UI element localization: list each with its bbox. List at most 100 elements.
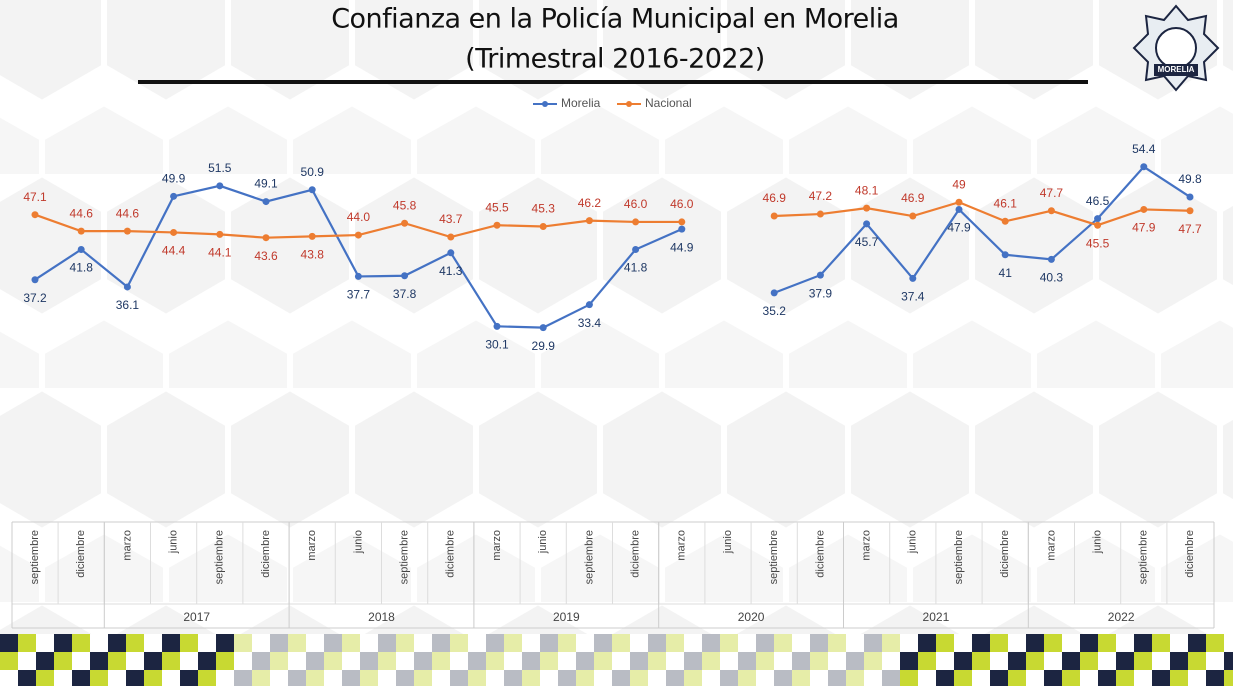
- data-label: 47.7: [1178, 222, 1202, 236]
- decor-square: [1224, 670, 1233, 686]
- data-label: 44.4: [162, 244, 186, 258]
- decor-square: [990, 634, 1008, 652]
- decor-square: [288, 670, 306, 686]
- decor-square: [792, 634, 810, 652]
- data-label: 37.2: [23, 291, 47, 305]
- series-marker: [262, 234, 270, 242]
- data-label: 43.8: [301, 248, 325, 262]
- data-label: 41: [999, 266, 1013, 280]
- data-label: 43.7: [439, 212, 463, 226]
- series-marker: [1140, 163, 1148, 171]
- decor-square: [270, 652, 288, 670]
- series-marker: [447, 249, 455, 257]
- decor-square: [540, 652, 558, 670]
- decor-square: [864, 634, 882, 652]
- data-label: 43.6: [254, 249, 278, 263]
- series-marker: [1094, 221, 1102, 229]
- decor-square: [414, 634, 432, 652]
- decor-square: [936, 652, 954, 670]
- decor-square: [900, 652, 918, 670]
- decor-square: [126, 634, 144, 652]
- x-tick-label: junio: [722, 530, 734, 554]
- decor-square: [324, 652, 342, 670]
- decor-square: [144, 670, 162, 686]
- data-label: 47.9: [1132, 221, 1156, 235]
- decor-square: [0, 634, 18, 652]
- decor-square: [252, 652, 270, 670]
- series-marker: [1001, 251, 1009, 259]
- decor-square: [666, 652, 684, 670]
- decor-square: [162, 634, 180, 652]
- series-marker: [493, 221, 501, 229]
- decor-square: [36, 652, 54, 670]
- series-marker: [77, 246, 85, 254]
- decor-square: [1188, 634, 1206, 652]
- decor-square: [900, 670, 918, 686]
- series-marker: [539, 324, 547, 332]
- series-marker: [216, 182, 224, 190]
- data-label: 41.8: [70, 261, 94, 275]
- series-marker: [1047, 207, 1055, 215]
- decor-square: [1224, 634, 1233, 652]
- legend-marker: [626, 101, 632, 107]
- decor-square: [216, 652, 234, 670]
- decor-square: [1062, 670, 1080, 686]
- series-marker: [909, 212, 917, 220]
- x-tick-label: marzo: [676, 530, 688, 561]
- decor-square: [306, 634, 324, 652]
- decor-square: [774, 670, 792, 686]
- data-label: 35.2: [763, 304, 787, 318]
- data-label: 44.9: [670, 240, 694, 254]
- decor-square: [774, 652, 792, 670]
- series-marker: [678, 225, 686, 233]
- series-marker: [1047, 255, 1055, 263]
- decor-square: [252, 634, 270, 652]
- decor-square: [648, 634, 666, 652]
- data-label: 45.5: [1086, 236, 1110, 250]
- decor-square: [522, 670, 540, 686]
- data-label: 45.3: [532, 202, 556, 216]
- decor-square: [180, 634, 198, 652]
- series-marker: [493, 322, 501, 330]
- decor-square: [108, 634, 126, 652]
- decor-square: [18, 634, 36, 652]
- decor-square: [1098, 670, 1116, 686]
- decor-square: [630, 652, 648, 670]
- year-label: 2018: [368, 610, 395, 624]
- decor-square: [558, 652, 576, 670]
- x-tick-label: septiembre: [214, 530, 226, 584]
- x-tick-label: marzo: [861, 530, 873, 561]
- x-tick-label: septiembre: [1138, 530, 1150, 584]
- x-tick-label: junio: [1092, 530, 1104, 554]
- data-label: 46.5: [1086, 194, 1110, 208]
- series-marker: [1094, 215, 1102, 223]
- data-label: 30.1: [485, 338, 509, 352]
- decor-square: [72, 670, 90, 686]
- decor-square: [1188, 652, 1206, 670]
- decor-square: [936, 670, 954, 686]
- series-marker: [1186, 193, 1194, 201]
- series-marker: [632, 246, 640, 254]
- decor-square: [702, 634, 720, 652]
- decor-square: [198, 634, 216, 652]
- series-marker: [909, 274, 917, 282]
- x-tick-label: septiembre: [29, 530, 41, 584]
- data-label: 46.9: [763, 191, 787, 205]
- series-marker: [31, 276, 39, 284]
- decor-square: [270, 634, 288, 652]
- decor-square: [72, 634, 90, 652]
- decor-square: [1044, 670, 1062, 686]
- decor-square: [558, 634, 576, 652]
- data-label: 49: [952, 177, 966, 191]
- decor-square: [486, 652, 504, 670]
- decor-square: [1134, 634, 1152, 652]
- decor-square: [108, 670, 126, 686]
- decor-square: [180, 670, 198, 686]
- data-label: 46.1: [994, 196, 1018, 210]
- decor-square: [882, 652, 900, 670]
- decor-square: [1008, 670, 1026, 686]
- badge: MORELIA: [1132, 4, 1220, 92]
- decor-square: [756, 634, 774, 652]
